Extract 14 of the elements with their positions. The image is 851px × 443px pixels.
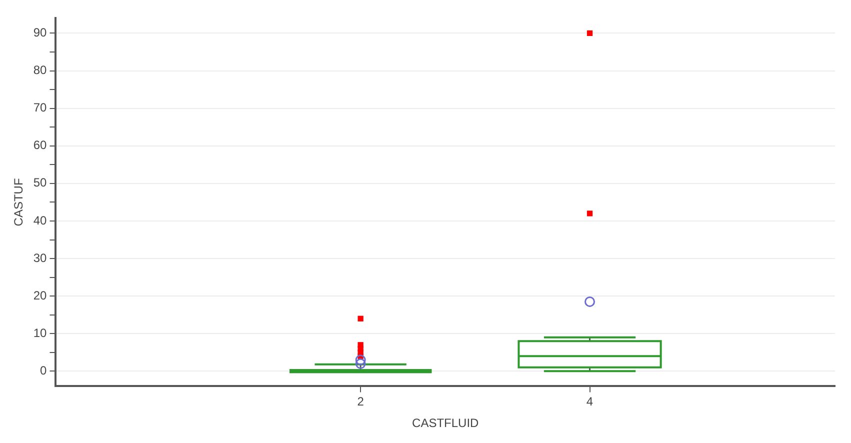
y-tick-label: 0 (40, 363, 48, 378)
x-tick-label: 2 (357, 394, 364, 409)
x-tick-label: 4 (586, 394, 594, 409)
y-axis-title: CASTUF (12, 178, 26, 226)
y-tick-label: 30 (33, 250, 48, 265)
y-tick-label: 20 (33, 288, 48, 302)
y-tick-label: 80 (33, 63, 48, 78)
y-tick-label: 60 (33, 138, 48, 152)
y-tick-label: 40 (33, 213, 48, 228)
y-tick-label: 10 (33, 326, 48, 340)
y-tick-label: 70 (33, 100, 48, 115)
x-axis-title: CASTFLUID (412, 416, 480, 430)
y-tick-label: 50 (33, 176, 48, 190)
y-tick-label: 90 (33, 26, 48, 40)
